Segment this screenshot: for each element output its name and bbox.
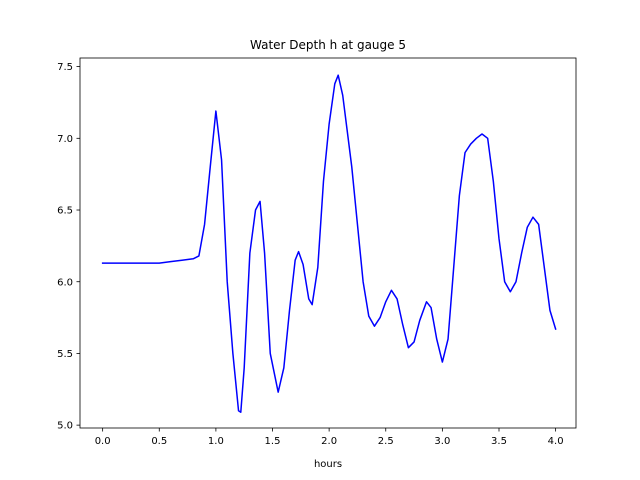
y-tick-label: 7.0 bbox=[57, 134, 73, 145]
x-tick-label: 0.5 bbox=[151, 436, 167, 447]
series-line-1 bbox=[101, 74, 557, 413]
x-tick-label: 3.5 bbox=[491, 436, 507, 447]
chart-title: Water Depth h at gauge 5 bbox=[250, 38, 406, 52]
x-tick-label: 1.5 bbox=[265, 436, 281, 447]
y-tick-label: 6.0 bbox=[57, 277, 73, 288]
y-tick-label: 5.0 bbox=[57, 421, 73, 432]
x-tick-label: 4.0 bbox=[548, 436, 564, 447]
x-tick-label: 2.5 bbox=[378, 436, 394, 447]
x-tick-label: 3.0 bbox=[434, 436, 450, 447]
x-axis-title: hours bbox=[314, 459, 342, 470]
x-tick-label: 2.0 bbox=[321, 436, 337, 447]
x-tick-label: 0.0 bbox=[95, 436, 111, 447]
axes: 0.0 0.5 1.0 1.5 2.0 2.5 3.0 3.5 4.0 5.0 5.5 6.0 6.5 7… bbox=[57, 57, 577, 447]
y-tick-label: 5.5 bbox=[57, 349, 73, 360]
plot-area bbox=[101, 74, 557, 413]
y-tick-label: 7.5 bbox=[57, 62, 73, 73]
y-tick-label: 6.5 bbox=[57, 206, 73, 217]
axes-frame bbox=[79, 57, 577, 429]
x-tick-label: 1.0 bbox=[208, 436, 224, 447]
